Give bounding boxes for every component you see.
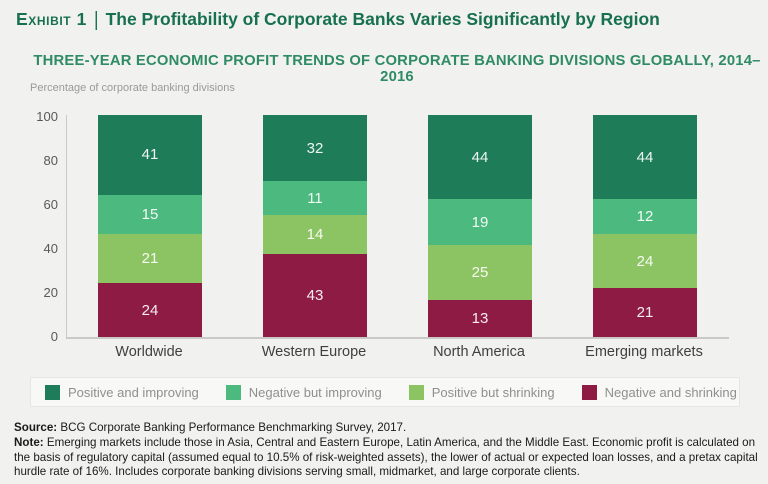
- legend-label: Positive and improving: [68, 384, 199, 400]
- exhibit-title-row: Exhibit 1 | The Profitability of Corpora…: [16, 7, 660, 31]
- bar-segment: 24: [593, 234, 697, 288]
- bar-segment-value: 24: [636, 252, 654, 270]
- bar-segment: 15: [98, 194, 202, 235]
- bar-segment: 19: [428, 199, 532, 246]
- legend-label: Negative but improving: [248, 384, 382, 400]
- y-axis-tick-label: 20: [43, 285, 58, 301]
- source-text: BCG Corporate Banking Performance Benchm…: [57, 421, 407, 434]
- bar-segment: 41: [98, 115, 202, 195]
- bar-north-america: 44 19 25 13: [428, 115, 532, 338]
- bar-segment-value: 24: [141, 301, 159, 319]
- bar-segment: 44: [593, 115, 697, 200]
- bar-emerging-markets: 44 12 24 21: [593, 115, 697, 337]
- legend-swatch: [225, 384, 241, 400]
- legend-label: Positive but shrinking: [431, 384, 555, 400]
- x-axis-category-label: Western Europe: [261, 344, 367, 360]
- legend-label: Negative and shrinking: [604, 384, 737, 400]
- note-text: Emerging markets include those in Asia, …: [14, 435, 758, 479]
- bar-segment: 12: [593, 199, 697, 235]
- plot-area: 41 15 21 24 32 11 14 43 44 19 25 13 44 12 24 21: [66, 115, 729, 339]
- bar-western-europe: 32 11 14 43: [263, 115, 367, 337]
- bar-segment-value: 21: [636, 303, 654, 321]
- legend-item: Negative but improving: [225, 384, 382, 400]
- footer-notes: Source: BCG Corporate Banking Performanc…: [14, 421, 758, 480]
- bar-segment: 14: [263, 215, 367, 254]
- legend-swatch: [581, 384, 597, 400]
- legend-item: Positive but shrinking: [408, 384, 555, 400]
- bar-segment-value: 15: [141, 205, 159, 223]
- bar-segment: 25: [428, 245, 532, 301]
- exhibit-number-label: Exhibit 1: [16, 9, 88, 29]
- title-divider: |: [94, 7, 99, 31]
- bar-segment: 32: [263, 115, 367, 182]
- bar-segment-value: 13: [471, 310, 489, 328]
- bar-segment-value: 12: [636, 208, 654, 226]
- bar-segment-value: 41: [141, 146, 159, 164]
- bar-segment-value: 32: [306, 139, 324, 157]
- y-axis-tick-label: 100: [36, 109, 58, 125]
- source-label: Source:: [14, 421, 58, 434]
- bar-segment-value: 14: [306, 226, 324, 243]
- note-label: Note:: [14, 435, 44, 449]
- bar-segment-value: 19: [471, 213, 489, 231]
- bar-segment: 44: [428, 115, 532, 200]
- bar-segment-value: 44: [636, 148, 654, 166]
- page-title: The Profitability of Corporate Banks Var…: [105, 9, 660, 29]
- bar-segment: 11: [263, 181, 367, 216]
- bar-worldwide: 41 15 21 24: [98, 115, 202, 337]
- x-axis-category-label: Emerging markets: [585, 344, 703, 360]
- note-line: Note: Emerging markets include those in …: [14, 436, 758, 480]
- x-axis-category-label: Worldwide: [115, 344, 183, 360]
- y-axis-unit-label: Percentage of corporate banking division…: [30, 82, 235, 94]
- bar-segment-value: 44: [471, 148, 489, 166]
- chart-legend: Positive and improving Negative but impro…: [30, 377, 740, 407]
- y-axis-tick-label: 0: [50, 329, 58, 344]
- bar-segment-value: 43: [306, 286, 324, 304]
- bar-segment: 21: [98, 234, 202, 284]
- y-axis-tick-label: 80: [43, 153, 58, 169]
- bar-segment: 21: [593, 287, 697, 337]
- legend-swatch: [408, 384, 424, 400]
- bar-segment-value: 25: [471, 264, 489, 282]
- legend-item: Negative and shrinking: [581, 384, 737, 400]
- source-line: Source: BCG Corporate Banking Performanc…: [14, 421, 758, 436]
- y-axis: 0 20 40 60 80 100: [0, 110, 58, 344]
- chart-subtitle: THREE-YEAR ECONOMIC PROFIT TRENDS OF COR…: [33, 53, 761, 85]
- bar-segment: 13: [428, 300, 532, 338]
- y-axis-tick-label: 40: [43, 241, 58, 257]
- legend-swatch: [45, 384, 60, 400]
- bar-segment-value: 11: [307, 189, 323, 207]
- legend-item: Positive and improving: [45, 384, 199, 400]
- x-axis-category-label: North America: [433, 344, 525, 360]
- y-axis-tick-label: 60: [43, 197, 58, 213]
- bar-segment-value: 21: [141, 250, 159, 268]
- bar-segment: 24: [98, 283, 202, 337]
- bar-segment: 43: [263, 253, 367, 337]
